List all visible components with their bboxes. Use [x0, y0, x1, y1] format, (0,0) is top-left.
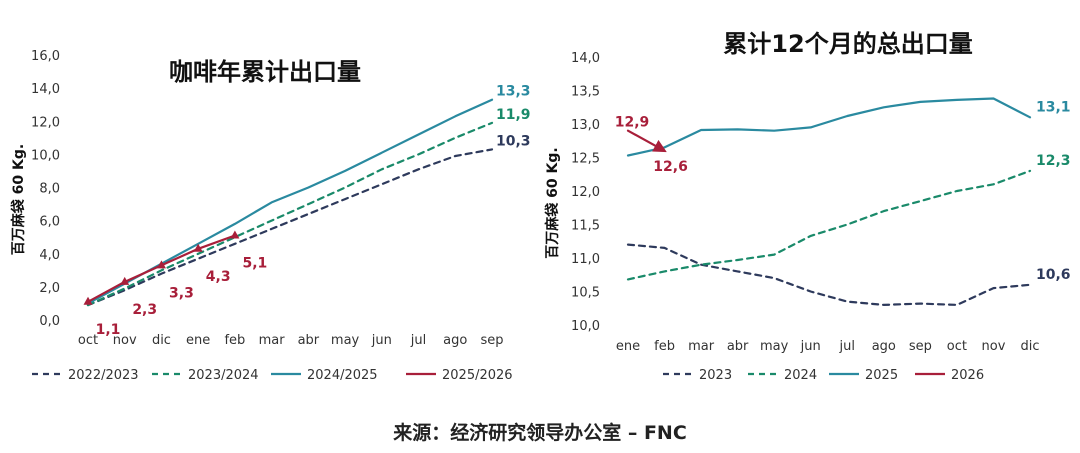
y-tick-label: 4,0 [39, 248, 60, 263]
x-tick-label: oct [947, 339, 967, 354]
end-value-label: 10,3 [496, 133, 531, 149]
data-point-marker [193, 243, 203, 252]
x-tick-label: ago [872, 339, 896, 354]
series-line-2026 [626, 129, 667, 153]
legend-label: 2026 [951, 368, 984, 383]
legend-label: 2025/2026 [442, 368, 513, 383]
series-line-2022-2023 [86, 148, 494, 307]
y-tick-label: 12,5 [571, 152, 600, 167]
series-line-2024 [626, 169, 1032, 281]
point-value-label: 12,6 [653, 159, 688, 175]
y-tick-label: 10,5 [571, 286, 600, 301]
end-value-label: 10,6 [1036, 267, 1071, 283]
x-tick-label: nov [113, 333, 137, 348]
end-value-label: 11,9 [496, 107, 531, 123]
y-tick-label: 10,0 [571, 319, 600, 334]
x-tick-label: ene [186, 333, 210, 348]
x-tick-label: mar [259, 333, 286, 348]
x-tick-label: ago [443, 333, 467, 348]
point-value-label: 5,1 [243, 256, 268, 272]
point-value-label: 2,3 [132, 302, 157, 318]
point-value-label: 4,3 [206, 269, 231, 285]
series-line-2023-2024 [86, 121, 494, 307]
x-tick-label: sep [909, 339, 932, 354]
y-tick-label: 13,0 [571, 118, 600, 133]
end-value-label: 13,3 [496, 84, 531, 100]
point-value-label: 12,9 [615, 115, 650, 131]
series-line-2024-2025 [86, 98, 494, 305]
legend-label: 2023/2024 [188, 368, 259, 383]
y-tick-label: 13,5 [571, 85, 600, 100]
x-tick-label: abr [298, 333, 320, 348]
y-tick-label: 14,0 [31, 82, 60, 97]
y-tick-label: 11,5 [571, 219, 600, 234]
data-point-marker [83, 296, 93, 305]
x-tick-label: dic [1020, 339, 1039, 354]
x-tick-label: jul [839, 339, 855, 354]
y-tick-label: 12,0 [31, 115, 60, 130]
series-line-2025 [626, 97, 1032, 157]
legend-label: 2023 [699, 368, 732, 383]
legend-label: 2024 [784, 368, 817, 383]
y-tick-label: 0,0 [39, 314, 60, 329]
y-tick-label: 16,0 [31, 49, 60, 64]
y-axis-label: 百万麻袋 60 Kg. [544, 147, 561, 258]
x-tick-label: nov [982, 339, 1006, 354]
x-tick-label: mar [688, 339, 715, 354]
x-tick-label: may [760, 339, 789, 354]
x-tick-label: ene [616, 339, 640, 354]
x-tick-label: feb [224, 333, 245, 348]
legend-label: 2022/2023 [68, 368, 139, 383]
x-tick-label: abr [727, 339, 749, 354]
data-point-marker [120, 276, 130, 285]
data-point-marker [156, 260, 166, 269]
x-tick-label: dic [152, 333, 171, 348]
y-tick-label: 8,0 [39, 182, 60, 197]
point-value-label: 1,1 [96, 322, 121, 338]
x-tick-label: jun [371, 333, 392, 348]
y-tick-label: 14,0 [571, 51, 600, 66]
source-note: 来源：经济研究领导办公室 – FNC [393, 422, 687, 444]
x-tick-label: jun [800, 339, 821, 354]
y-tick-label: 2,0 [39, 281, 60, 296]
x-tick-label: oct [78, 333, 98, 348]
y-axis-label: 百万麻袋 60 Kg. [10, 144, 27, 255]
y-tick-label: 12,0 [571, 185, 600, 200]
legend-label: 2024/2025 [307, 368, 378, 383]
chart-title: 累计12个月的总出口量 [723, 30, 972, 58]
x-tick-label: feb [654, 339, 675, 354]
x-tick-label: sep [480, 333, 503, 348]
x-tick-label: jul [410, 333, 426, 348]
series-line-2023 [626, 243, 1032, 306]
end-value-label: 12,3 [1036, 153, 1071, 169]
point-value-label: 3,3 [169, 285, 194, 301]
end-value-label: 13,1 [1036, 99, 1071, 115]
y-tick-label: 10,0 [31, 148, 60, 163]
y-tick-label: 11,0 [571, 252, 600, 267]
legend-label: 2025 [865, 368, 898, 383]
y-tick-label: 6,0 [39, 215, 60, 230]
data-point-marker [230, 230, 240, 239]
x-tick-label: may [331, 333, 360, 348]
chart-title: 咖啡年累计出口量 [169, 58, 361, 86]
